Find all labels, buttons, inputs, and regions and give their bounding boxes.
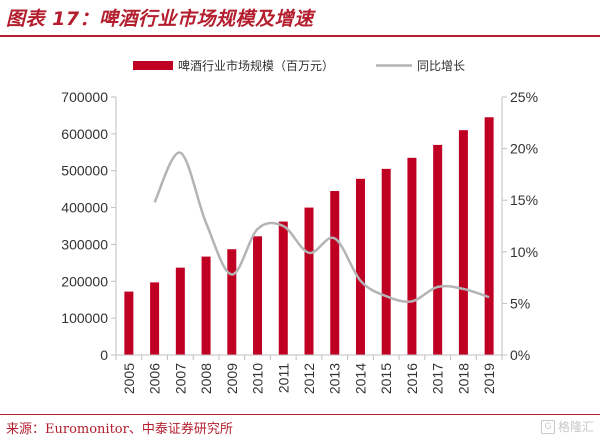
y-left-tick-label: 200000	[61, 273, 108, 289]
x-tick-label: 2006	[147, 363, 163, 394]
x-tick-label: 2007	[172, 363, 188, 394]
y-right-tick-label: 5%	[510, 295, 530, 311]
bar-2014	[355, 178, 365, 355]
watermark: G 格隆汇	[540, 418, 594, 435]
legend-line-label: 同比增长	[417, 59, 465, 73]
y-right-tick-label: 0%	[510, 347, 530, 363]
y-right-tick-label: 10%	[510, 244, 538, 260]
x-tick-label: 2015	[378, 363, 394, 394]
x-tick-label: 2009	[224, 363, 240, 394]
y-right-tick-label: 20%	[510, 141, 538, 157]
x-tick-label: 2019	[481, 363, 497, 394]
source-note: 来源：Euromonitor、中泰证券研究所	[6, 422, 233, 437]
footer-divider	[0, 414, 600, 415]
x-tick-label: 2017	[430, 363, 446, 394]
bar-2018	[458, 130, 468, 355]
bar-2010	[253, 236, 263, 355]
x-tick-label: 2016	[404, 363, 420, 394]
bar-2005	[124, 291, 134, 355]
y-left-tick-label: 500000	[61, 163, 108, 179]
y-left-tick-label: 0	[100, 347, 108, 363]
bar-2015	[381, 168, 391, 355]
bar-2016	[407, 157, 417, 355]
legend-bar-swatch	[133, 61, 173, 70]
growth-line	[153, 151, 490, 303]
bar-2019	[484, 117, 494, 356]
chart-title: 图表 17：啤酒行业市场规模及增速	[6, 8, 314, 30]
y-right-tick-label: 15%	[510, 192, 538, 208]
bar-group	[124, 117, 494, 356]
x-tick-label: 2012	[301, 363, 317, 394]
y-left-tick-label: 100000	[61, 310, 108, 326]
bar-2007	[175, 267, 185, 355]
legend-bar-label: 啤酒行业市场规模（百万元）	[178, 58, 334, 73]
g-logo-icon: G	[540, 419, 555, 434]
bar-2006	[150, 282, 160, 355]
y-right-tick-label: 25%	[510, 89, 538, 105]
axes: 0 100000 200000 300000 400000 500000 600000 700…	[61, 89, 538, 394]
y-left-tick-label: 600000	[61, 126, 108, 142]
bar-2017	[433, 144, 443, 355]
y-left-tick-label: 400000	[61, 200, 108, 216]
bar-2008	[201, 256, 211, 355]
bar-2009	[227, 249, 237, 355]
x-tick-label: 2005	[121, 363, 137, 394]
x-tick-label: 2018	[455, 363, 471, 394]
x-tick-label: 2010	[250, 363, 266, 394]
legend: 啤酒行业市场规模（百万元） 同比增长	[133, 58, 465, 73]
x-tick-label: 2014	[352, 363, 368, 394]
x-tick-label: 2013	[327, 363, 343, 394]
bar-2011	[278, 221, 288, 355]
watermark-text: 格隆汇	[557, 420, 594, 434]
y-left-tick-label: 300000	[61, 236, 108, 252]
x-tick-label: 2008	[198, 363, 214, 394]
x-tick-label: 2011	[275, 363, 291, 393]
y-left-tick-label: 700000	[61, 89, 108, 105]
bar-2013	[330, 190, 340, 355]
title-divider	[0, 35, 600, 37]
bar-2012	[304, 207, 314, 355]
